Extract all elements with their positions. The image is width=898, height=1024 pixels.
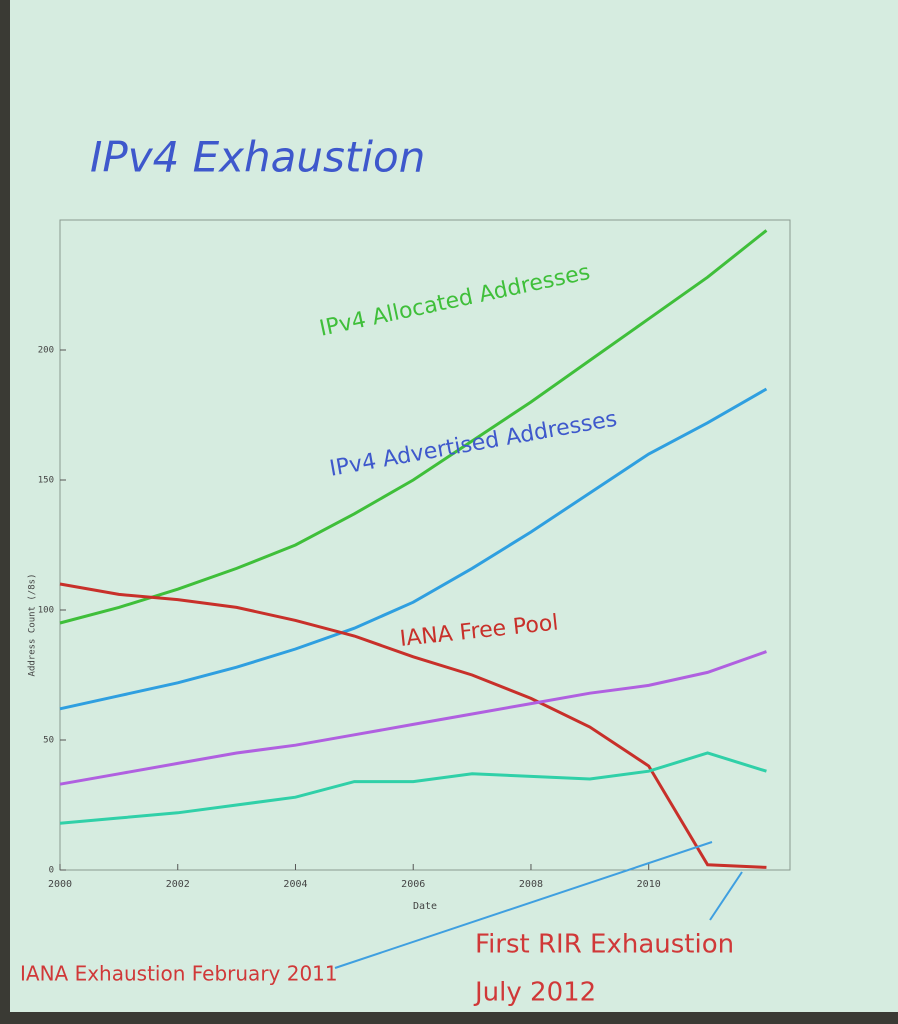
annotation-arrow xyxy=(334,841,713,969)
x-tick-label: 2010 xyxy=(637,879,661,890)
slide-background xyxy=(10,0,898,1012)
x-axis-label: Date xyxy=(413,901,437,912)
plot-frame xyxy=(59,219,791,871)
x-tick-label: 2004 xyxy=(283,879,307,890)
x-tick-label: 2000 xyxy=(48,879,72,890)
annotation: First RIR Exhaustion xyxy=(475,930,734,960)
chart-title: IPv4 Exhaustion xyxy=(90,133,425,182)
series-line xyxy=(59,751,767,825)
annotation: IANA Exhaustion February 2011 xyxy=(20,962,338,986)
series-line xyxy=(59,229,768,625)
series-line xyxy=(59,582,767,869)
y-axis-label: Address Count (/8s) xyxy=(28,574,38,677)
x-tick-label: 2002 xyxy=(166,879,190,890)
annotation-arrow xyxy=(709,871,743,921)
annotation: July 2012 xyxy=(473,978,596,1008)
y-tick-label: 100 xyxy=(38,606,54,616)
y-tick-label: 50 xyxy=(43,736,54,746)
x-tick-label: 2008 xyxy=(519,879,543,890)
series-line xyxy=(59,650,767,786)
series-line xyxy=(59,387,768,711)
y-tick-label: 0 xyxy=(49,866,54,876)
x-tick-label: 2006 xyxy=(401,879,425,890)
y-tick-label: 200 xyxy=(38,346,54,356)
y-tick-label: 150 xyxy=(38,476,54,486)
